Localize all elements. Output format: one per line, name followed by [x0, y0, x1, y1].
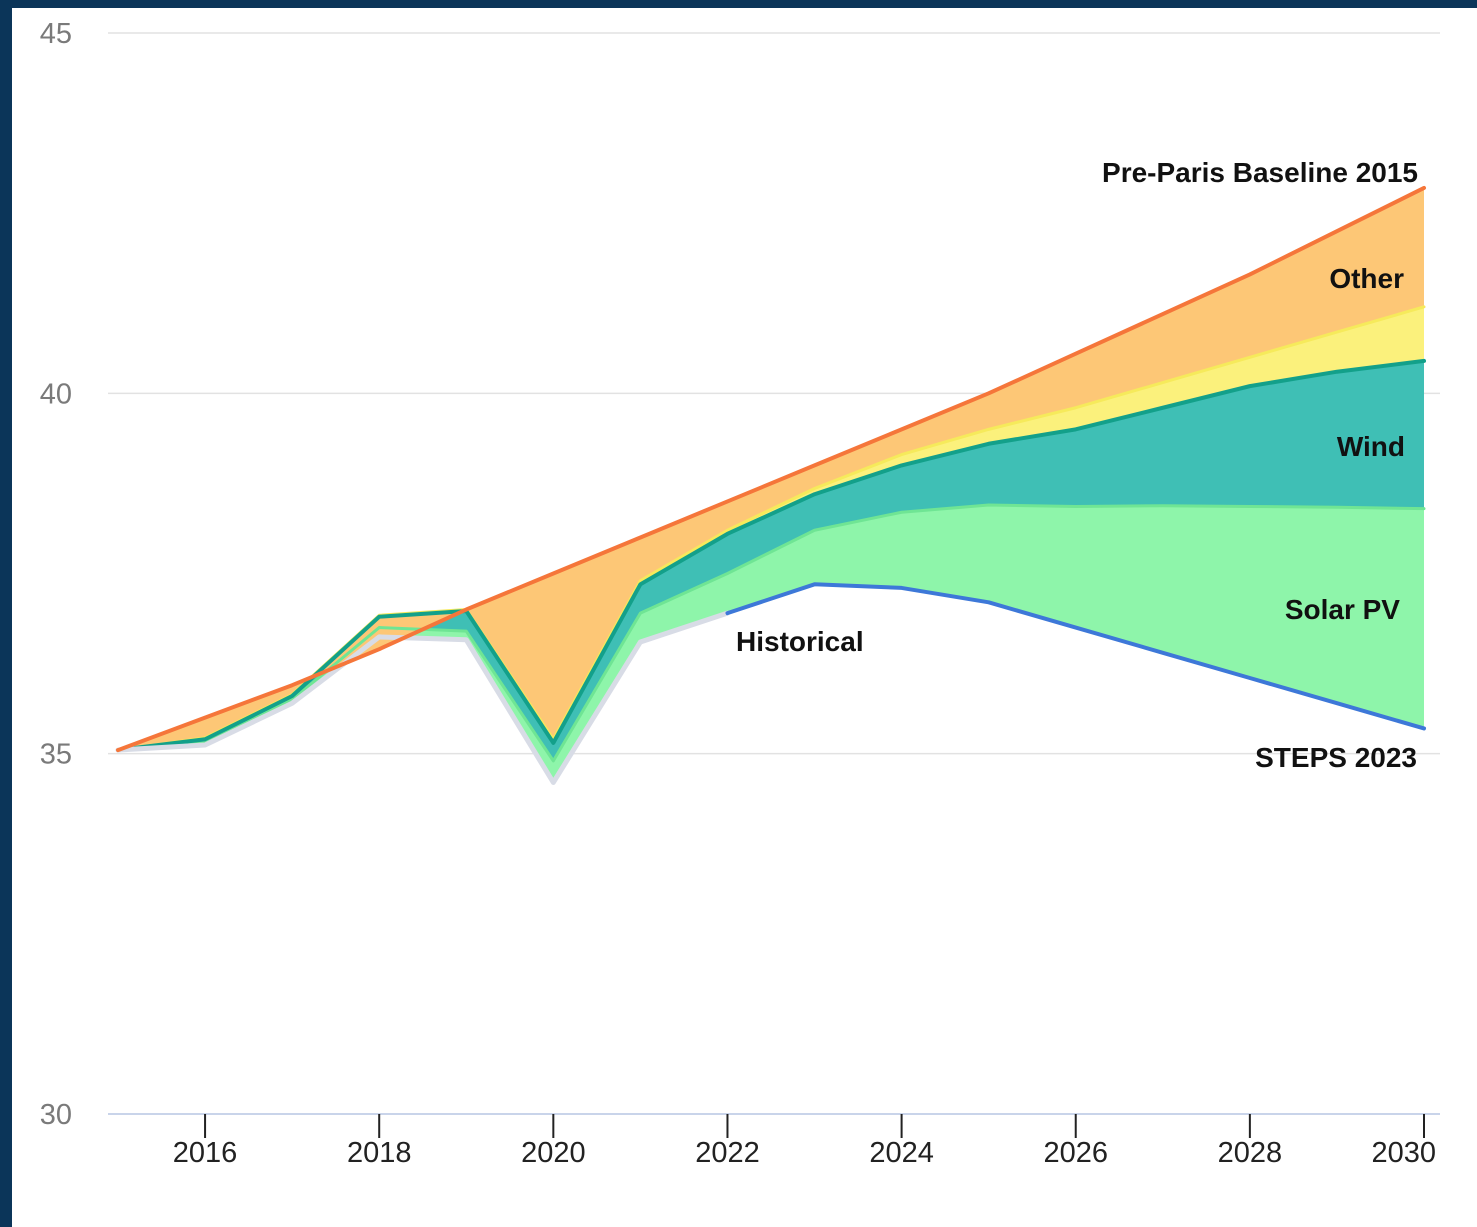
pre-paris-baseline-line [116, 185, 1426, 753]
area-layer [118, 187, 1424, 783]
x-tick-label-2030: 2030 [1371, 1137, 1436, 1169]
historical-label: Historical [736, 626, 864, 657]
pre-paris-baseline-label: Pre-Paris Baseline 2015 [1102, 157, 1418, 188]
yellow-area [118, 306, 1424, 751]
x-tick-label-2024: 2024 [869, 1137, 934, 1169]
y-tick-label-40: 40 [40, 378, 72, 410]
solar-pv-label: Solar PV [1285, 594, 1400, 625]
grid-layer: 30 35 40 45 [40, 18, 1440, 1131]
x-tick-label-2018: 2018 [347, 1137, 412, 1169]
steps-2023-label: STEPS 2023 [1255, 742, 1417, 773]
line-layer [115, 185, 1426, 785]
solar-pv-area [118, 505, 1424, 783]
wind-area [118, 360, 1424, 761]
historical-line [115, 610, 730, 785]
steps-2023-line [725, 582, 1426, 731]
y-tick-label-30: 30 [40, 1099, 72, 1131]
x-tick-label-2022: 2022 [695, 1137, 760, 1169]
x-tick-label-2016: 2016 [173, 1137, 238, 1169]
wind-edge-line [116, 358, 1426, 753]
axis-layer: 2016 2018 2020 2022 2024 2026 2028 2030 [173, 1114, 1436, 1169]
x-tick-label-2020: 2020 [521, 1137, 586, 1169]
x-tick-label-2028: 2028 [1218, 1137, 1283, 1169]
x-tick-label-2026: 2026 [1043, 1137, 1108, 1169]
other-label: Other [1329, 263, 1404, 294]
y-tick-label-45: 45 [40, 18, 72, 50]
wind-label: Wind [1337, 431, 1405, 462]
chart-panel: 30 35 40 45 2016 2018 2020 2022 2024 2026 2028 203… [12, 8, 1477, 1227]
emissions-chart: 30 35 40 45 2016 2018 2020 2022 2024 2026 2028 203… [40, 18, 1440, 1169]
y-tick-label-35: 35 [40, 739, 72, 771]
label-layer: Pre-Paris Baseline 2015 Other Wind Solar… [736, 157, 1418, 773]
solar-pv-edge-line [116, 503, 1426, 763]
